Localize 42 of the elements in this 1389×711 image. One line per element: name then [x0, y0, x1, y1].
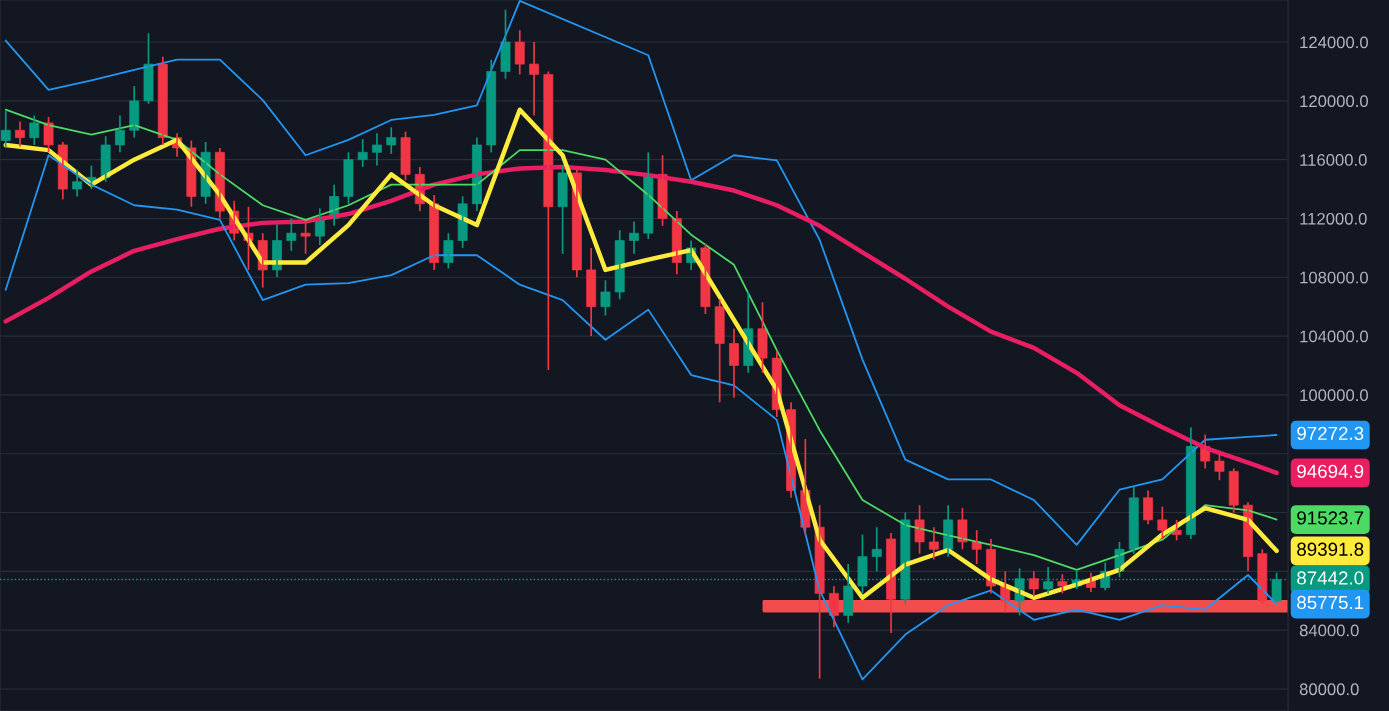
y-tick-label: 80000.0 — [1299, 683, 1359, 696]
candlestick — [457, 195, 468, 249]
candlestick — [600, 279, 611, 317]
candlestick — [1057, 573, 1068, 595]
data-label: 89391.8 — [1297, 542, 1364, 556]
candlestick — [372, 132, 382, 167]
candlestick — [557, 164, 568, 255]
candlestick — [714, 298, 725, 404]
data-label: 85775.1 — [1297, 595, 1364, 610]
candlestick — [1157, 505, 1168, 540]
line-series — [3, 164, 1279, 476]
candlestick — [43, 116, 54, 154]
candlestick — [400, 130, 411, 182]
y-tick-label: 104000.0 — [1300, 330, 1368, 343]
y-tick-label: 108000.0 — [1300, 271, 1368, 284]
data-label: 97272.3 — [1297, 426, 1364, 441]
candlestick — [928, 526, 939, 561]
line-series — [4, 154, 1278, 681]
y-tick-label: 124000.0 — [1300, 36, 1368, 49]
line-series — [4, 0, 1278, 546]
y-tick-label: 112000.0 — [1300, 212, 1367, 225]
y-tick-label: 116000.0 — [1300, 154, 1367, 166]
candlestick — [1214, 452, 1225, 482]
data-label: 94694.9 — [1297, 464, 1364, 478]
candlestick — [386, 126, 397, 155]
candlestick — [343, 151, 354, 205]
candlestick — [357, 138, 368, 168]
candlestick — [914, 504, 925, 555]
y-tick-label: 120000.0 — [1300, 95, 1368, 108]
data-label: 91523.7 — [1297, 511, 1364, 525]
candlestick — [957, 507, 968, 551]
candlestick — [0, 110, 11, 149]
y-tick-label: 84000.0 — [1299, 624, 1359, 637]
candlestick — [143, 32, 154, 105]
candlestick — [757, 301, 768, 374]
candlestick — [500, 8, 511, 80]
candlestick — [300, 220, 311, 255]
candlestick — [286, 217, 297, 252]
candlestick — [72, 169, 83, 198]
y-tick-label: 100000.0 — [1300, 389, 1368, 402]
candlestick — [443, 232, 454, 270]
ref-line-label: 87442.0 — [1297, 571, 1364, 585]
